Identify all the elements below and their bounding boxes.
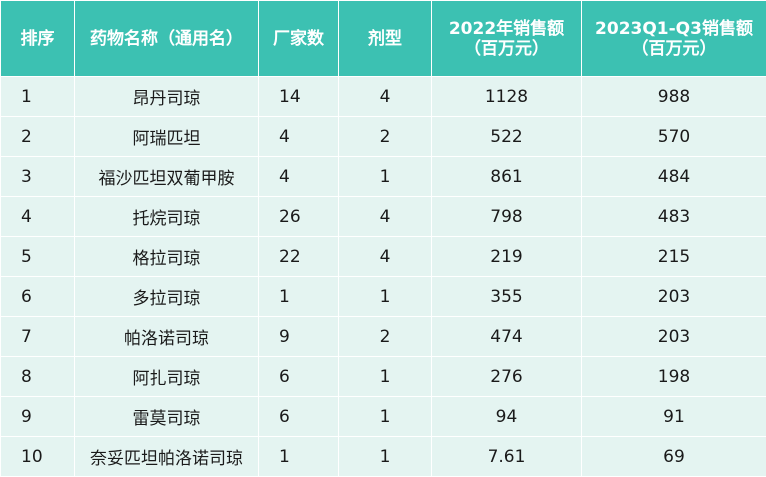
header-rank: 排序 xyxy=(1,1,75,77)
cell-drug-name: 奈妥匹坦帕洛诺司琼 xyxy=(75,437,259,477)
header-row: 排序 药物名称（通用名） 厂家数 剂型 2022年销售额 （百万元） 2023Q… xyxy=(1,1,766,77)
table-row: 4 托烷司琼 26 4 798 483 xyxy=(1,197,766,237)
cell-drug-name: 昂丹司琼 xyxy=(75,77,259,117)
cell-sales-2022: 522 xyxy=(432,117,582,157)
cell-rank: 2 xyxy=(1,117,75,157)
cell-dosage-forms: 1 xyxy=(339,357,432,397)
cell-sales-2022: 7.61 xyxy=(432,437,582,477)
cell-dosage-forms: 1 xyxy=(339,437,432,477)
cell-rank: 4 xyxy=(1,197,75,237)
cell-rank: 5 xyxy=(1,237,75,277)
header-sales-2022-unit: （百万元） xyxy=(432,39,581,59)
cell-sales-2023: 91 xyxy=(582,397,766,437)
cell-manufacturers: 6 xyxy=(259,397,339,437)
cell-drug-name: 雷莫司琼 xyxy=(75,397,259,437)
cell-sales-2023: 203 xyxy=(582,277,766,317)
cell-manufacturers: 22 xyxy=(259,237,339,277)
cell-sales-2023: 570 xyxy=(582,117,766,157)
cell-dosage-forms: 1 xyxy=(339,277,432,317)
cell-rank: 9 xyxy=(1,397,75,437)
table-row: 7 帕洛诺司琼 9 2 474 203 xyxy=(1,317,766,357)
header-sales-2022: 2022年销售额 （百万元） xyxy=(432,1,582,77)
cell-manufacturers: 14 xyxy=(259,77,339,117)
cell-sales-2022: 355 xyxy=(432,277,582,317)
cell-manufacturers: 1 xyxy=(259,437,339,477)
cell-sales-2022: 474 xyxy=(432,317,582,357)
cell-dosage-forms: 1 xyxy=(339,397,432,437)
cell-drug-name: 阿扎司琼 xyxy=(75,357,259,397)
cell-dosage-forms: 4 xyxy=(339,197,432,237)
cell-dosage-forms: 4 xyxy=(339,237,432,277)
cell-rank: 8 xyxy=(1,357,75,397)
cell-sales-2023: 198 xyxy=(582,357,766,397)
cell-sales-2022: 1128 xyxy=(432,77,582,117)
cell-dosage-forms: 2 xyxy=(339,317,432,357)
cell-manufacturers: 4 xyxy=(259,117,339,157)
cell-sales-2023: 484 xyxy=(582,157,766,197)
cell-drug-name: 帕洛诺司琼 xyxy=(75,317,259,357)
cell-sales-2022: 276 xyxy=(432,357,582,397)
cell-sales-2023: 69 xyxy=(582,437,766,477)
cell-drug-name: 格拉司琼 xyxy=(75,237,259,277)
cell-manufacturers: 6 xyxy=(259,357,339,397)
header-sales-2023-unit: （百万元） xyxy=(582,39,766,59)
cell-manufacturers: 4 xyxy=(259,157,339,197)
header-dosage-forms: 剂型 xyxy=(339,1,432,77)
cell-sales-2022: 94 xyxy=(432,397,582,437)
cell-sales-2022: 798 xyxy=(432,197,582,237)
cell-rank: 3 xyxy=(1,157,75,197)
cell-rank: 10 xyxy=(1,437,75,477)
header-drug-name: 药物名称（通用名） xyxy=(75,1,259,77)
cell-sales-2022: 219 xyxy=(432,237,582,277)
cell-drug-name: 阿瑞匹坦 xyxy=(75,117,259,157)
table-row: 10 奈妥匹坦帕洛诺司琼 1 1 7.61 69 xyxy=(1,437,766,477)
cell-rank: 1 xyxy=(1,77,75,117)
table-row: 5 格拉司琼 22 4 219 215 xyxy=(1,237,766,277)
header-manufacturers: 厂家数 xyxy=(259,1,339,77)
cell-sales-2022: 861 xyxy=(432,157,582,197)
table-row: 2 阿瑞匹坦 4 2 522 570 xyxy=(1,117,766,157)
table-row: 8 阿扎司琼 6 1 276 198 xyxy=(1,357,766,397)
cell-dosage-forms: 2 xyxy=(339,117,432,157)
table-row: 1 昂丹司琼 14 4 1128 988 xyxy=(1,77,766,117)
table-row: 9 雷莫司琼 6 1 94 91 xyxy=(1,397,766,437)
cell-drug-name: 福沙匹坦双葡甲胺 xyxy=(75,157,259,197)
cell-sales-2023: 203 xyxy=(582,317,766,357)
cell-sales-2023: 215 xyxy=(582,237,766,277)
cell-manufacturers: 26 xyxy=(259,197,339,237)
header-sales-2022-title: 2022年销售额 xyxy=(432,19,581,39)
cell-dosage-forms: 4 xyxy=(339,77,432,117)
cell-manufacturers: 9 xyxy=(259,317,339,357)
cell-sales-2023: 988 xyxy=(582,77,766,117)
cell-rank: 7 xyxy=(1,317,75,357)
header-sales-2023-title: 2023Q1-Q3销售额 xyxy=(582,19,766,39)
header-sales-2023: 2023Q1-Q3销售额 （百万元） xyxy=(582,1,766,77)
cell-drug-name: 多拉司琼 xyxy=(75,277,259,317)
cell-dosage-forms: 1 xyxy=(339,157,432,197)
table-row: 3 福沙匹坦双葡甲胺 4 1 861 484 xyxy=(1,157,766,197)
cell-rank: 6 xyxy=(1,277,75,317)
cell-drug-name: 托烷司琼 xyxy=(75,197,259,237)
table-row: 6 多拉司琼 1 1 355 203 xyxy=(1,277,766,317)
cell-manufacturers: 1 xyxy=(259,277,339,317)
cell-sales-2023: 483 xyxy=(582,197,766,237)
